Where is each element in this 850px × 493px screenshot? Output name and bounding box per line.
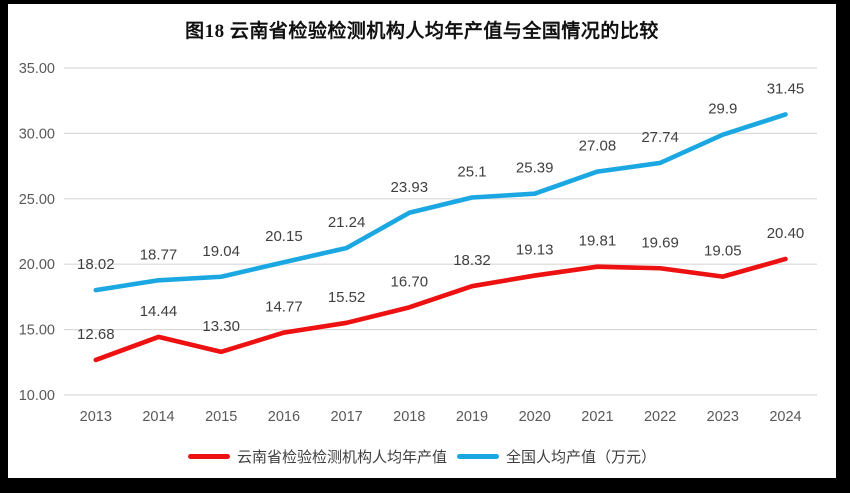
y-tick-label: 35.00 [19,61,55,77]
data-label: 29.9 [708,101,737,118]
data-label: 19.04 [202,243,240,260]
data-label: 14.77 [265,299,303,316]
line-chart: 10.00 15.00 20.00 25.00 30.00 35.00 2013 2014 20… [19,61,817,425]
data-label: 15.52 [328,289,366,306]
data-label: 18.32 [453,252,491,269]
x-tick-label: 2019 [456,409,488,425]
chart-canvas: 图18 云南省检验检测机构人均年产值与全国情况的比较 10.00 15.00 20.… [8,4,836,478]
x-tick-label: 2018 [393,409,425,425]
red-line-swatch-icon [187,454,230,459]
data-label: 20.15 [265,228,303,245]
legend-label-yunnan: 云南省检验检测机构人均年产值 [236,449,447,466]
data-label: 19.05 [704,243,742,260]
data-label: 13.30 [202,318,240,335]
data-label: 25.39 [516,160,554,177]
y-tick-label: 30.00 [19,126,55,142]
y-tick-label: 15.00 [19,323,55,339]
x-tick-label: 2023 [707,409,739,425]
legend-label-national: 全国人均产值（万元） [506,449,657,466]
x-tick-label: 2022 [644,409,676,425]
x-tick-label: 2015 [205,409,237,425]
data-label: 31.45 [767,80,805,97]
data-label: 16.70 [391,273,429,290]
data-label: 27.74 [641,129,679,146]
data-label: 23.93 [391,179,429,196]
x-tick-label: 2020 [519,409,551,425]
data-label: 19.13 [516,242,554,259]
data-label: 14.44 [140,303,178,320]
data-label: 19.81 [579,233,617,250]
data-label: 18.77 [140,246,178,263]
x-tick-label: 2021 [581,409,613,425]
series-line-0 [93,256,788,363]
data-label: 21.24 [328,214,366,231]
x-tick-label: 2013 [80,409,112,425]
x-tick-label: 2024 [769,409,801,425]
x-tick-label: 2016 [268,409,300,425]
x-tick-label: 2017 [330,409,362,425]
legend-item-national: 全国人均产值（万元） [457,446,656,467]
y-tick-label: 25.00 [19,192,55,208]
legend-item-yunnan: 云南省检验检测机构人均年产值 [187,446,447,467]
chart-title: 图18 云南省检验检测机构人均年产值与全国情况的比较 [185,21,659,42]
blue-line-swatch-icon [457,454,499,459]
data-label: 25.1 [457,163,486,180]
data-label: 12.68 [77,326,115,343]
y-tick-label: 20.00 [19,257,55,273]
data-label: 27.08 [579,138,617,155]
data-label: 18.02 [77,256,115,273]
series-line-1 [93,112,788,293]
y-tick-label: 10.00 [19,388,55,404]
x-tick-label: 2014 [142,409,174,425]
data-label: 20.40 [767,225,805,242]
chart-legend: 云南省检验检测机构人均年产值 全国人均产值（万元） [8,446,836,467]
data-label: 19.69 [641,234,679,251]
